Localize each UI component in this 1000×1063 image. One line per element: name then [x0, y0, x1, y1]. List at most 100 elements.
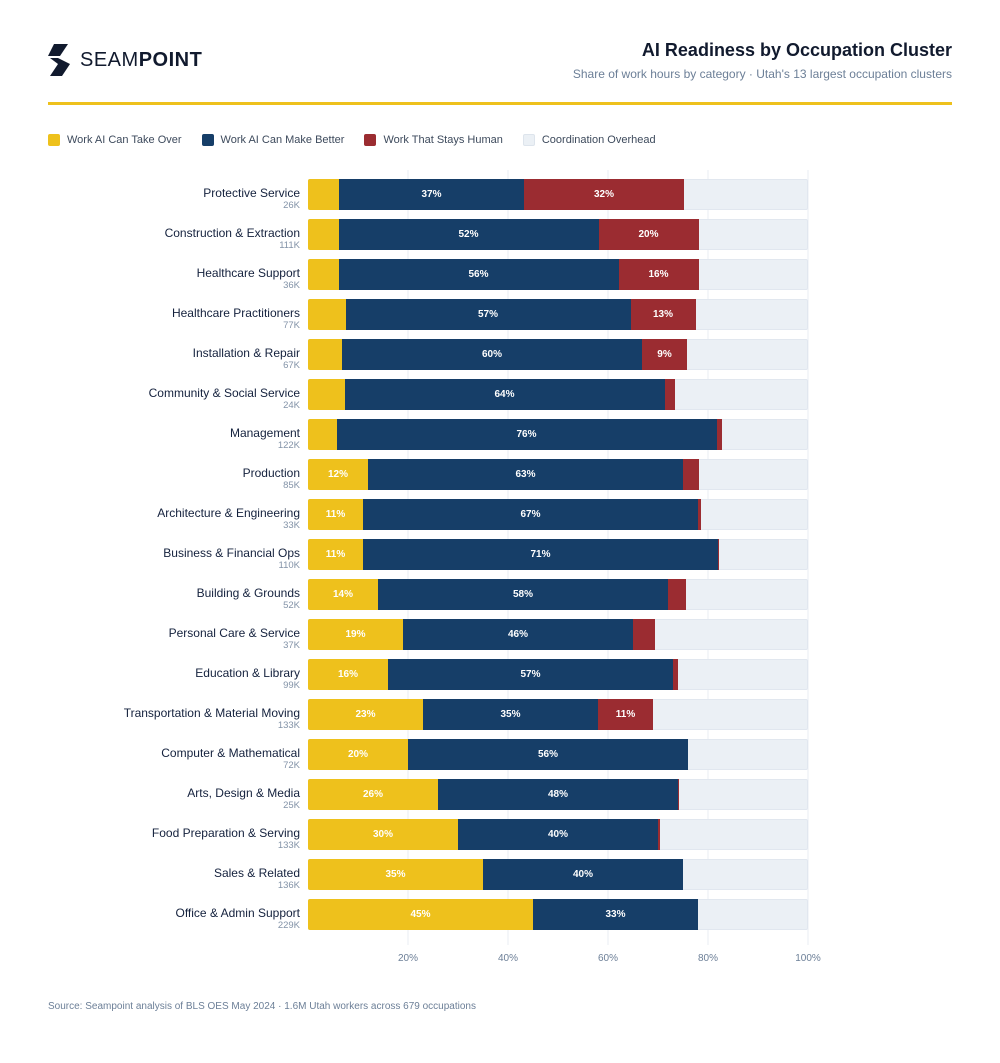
row-count: 133K: [277, 840, 300, 851]
row-count: 136K: [277, 880, 300, 891]
row-count: 110K: [278, 560, 300, 571]
legend: Work AI Can Take Over Work AI Can Make B…: [48, 134, 656, 146]
segment-make-better: 40%: [458, 819, 658, 850]
row-count: 229K: [277, 920, 300, 931]
row-label: Installation & Repair: [192, 346, 300, 360]
segment-take-over: 35%: [308, 859, 483, 890]
segment-take-over: [308, 179, 339, 210]
segment-make-better: 63%: [368, 459, 683, 490]
row-label: Community & Social Service: [148, 386, 300, 400]
segment-take-over: [308, 419, 337, 450]
chart-subtitle: Share of work hours by category · Utah's…: [572, 67, 952, 81]
row-count: 26K: [283, 200, 300, 211]
x-tick-label: 60%: [597, 953, 619, 964]
segment-stays-human: 20%: [598, 219, 699, 250]
row-count: 85K: [283, 480, 300, 491]
segment-make-better: 33%: [533, 899, 698, 930]
row-label: Production: [242, 466, 300, 480]
x-tick-label: 20%: [397, 953, 419, 964]
segment-take-over: 14%: [308, 579, 378, 610]
segment-stays-human: 32%: [524, 179, 684, 210]
segment-make-better: 71%: [363, 539, 718, 570]
seampoint-logo-mark-icon: [48, 44, 70, 76]
segment-take-over: 16%: [308, 659, 388, 690]
legend-swatch: [364, 134, 377, 146]
x-tick-label: 80%: [697, 953, 719, 964]
row-count: 37K: [283, 640, 300, 651]
segment-take-over: [308, 299, 346, 330]
row-count: 99K: [283, 680, 300, 691]
segment-make-better: 35%: [423, 699, 598, 730]
legend-item-make-better: Work AI Can Make Better: [201, 134, 344, 146]
stacked-bar-chart: 20% 40% 60% 80% 100% Protective Service 26K 37%…: [123, 170, 821, 964]
row-label: Education & Library: [195, 666, 300, 680]
segment-make-better: 40%: [483, 859, 683, 890]
segment-make-better: 60%: [342, 339, 642, 370]
row-count: 52K: [283, 600, 300, 611]
row-label: Computer & Mathematical: [161, 746, 300, 760]
segment-take-over: 20%: [308, 739, 408, 770]
row-label: Business & Financial Ops: [163, 546, 300, 560]
legend-item-overhead: Coordination Overhead: [522, 134, 656, 146]
row-label: Office & Admin Support: [175, 906, 300, 920]
row-count: 77K: [283, 320, 300, 331]
segment-take-over: 23%: [308, 699, 423, 730]
row-count: 67K: [283, 360, 300, 371]
source-note: Source: Seampoint analysis of BLS OES Ma…: [48, 1001, 476, 1012]
row-label: Transportation & Material Moving: [123, 706, 300, 720]
row-label: Arts, Design & Media: [187, 786, 300, 800]
legend-label: Work AI Can Take Over: [67, 134, 182, 146]
row-count: 33K: [283, 520, 300, 531]
segment-stays-human: 13%: [630, 299, 696, 330]
segment-stays-human: [633, 619, 655, 650]
row-label: Management: [229, 426, 300, 440]
segment-stays-human: 11%: [598, 699, 653, 730]
segment-make-better: 48%: [438, 779, 678, 810]
gridline: [807, 170, 809, 945]
segment-stays-human: [698, 499, 701, 530]
row-label: Healthcare Practitioners: [171, 306, 300, 320]
row-label: Food Preparation & Serving: [151, 826, 300, 840]
brand-name: SEAMPOINT: [80, 48, 203, 71]
segment-take-over: [308, 259, 339, 290]
row-label: Architecture & Engineering: [157, 506, 300, 520]
x-tick-label: 40%: [497, 953, 519, 964]
row-count: 36K: [283, 280, 300, 291]
segment-take-over: 19%: [308, 619, 403, 650]
row-label: Sales & Related: [213, 866, 300, 880]
segment-take-over: [308, 219, 339, 250]
row-label: Protective Service: [203, 186, 300, 200]
row-label: Construction & Extraction: [164, 226, 300, 240]
segment-stays-human: [718, 539, 719, 570]
segment-make-better: 67%: [363, 499, 698, 530]
row-count: 25K: [283, 800, 300, 811]
segment-make-better: 37%: [339, 179, 524, 210]
segment-take-over: [308, 339, 342, 370]
row-count: 24K: [283, 400, 300, 411]
row-count: 72K: [283, 760, 300, 771]
segment-stays-human: [673, 659, 678, 690]
seampoint-logo: SEAMPOINT: [48, 44, 202, 76]
segment-stays-human: [658, 819, 660, 850]
segment-stays-human: [678, 779, 679, 810]
row-count: 133K: [277, 720, 300, 731]
segment-make-better: 56%: [338, 259, 619, 290]
segment-take-over: 12%: [308, 459, 368, 490]
row-label: Healthcare Support: [196, 266, 300, 280]
row-label: Personal Care & Service: [168, 626, 300, 640]
segment-take-over: 26%: [308, 779, 438, 810]
segment-stays-human: [683, 459, 699, 490]
segment-stays-human: 9%: [642, 339, 687, 370]
legend-label: Coordination Overhead: [541, 134, 656, 146]
segment-take-over: [308, 379, 345, 410]
segment-stays-human: [668, 579, 686, 610]
segment-make-better: 52%: [338, 219, 599, 250]
accent-rule: [48, 102, 952, 105]
x-tick-label: 100%: [795, 953, 821, 964]
segment-make-better: 76%: [336, 419, 717, 450]
segment-make-better: 46%: [403, 619, 633, 650]
segment-take-over: 11%: [308, 539, 363, 570]
legend-label: Work That Stays Human: [383, 134, 503, 146]
legend-swatch: [522, 134, 535, 146]
row-count: 122K: [277, 440, 300, 451]
